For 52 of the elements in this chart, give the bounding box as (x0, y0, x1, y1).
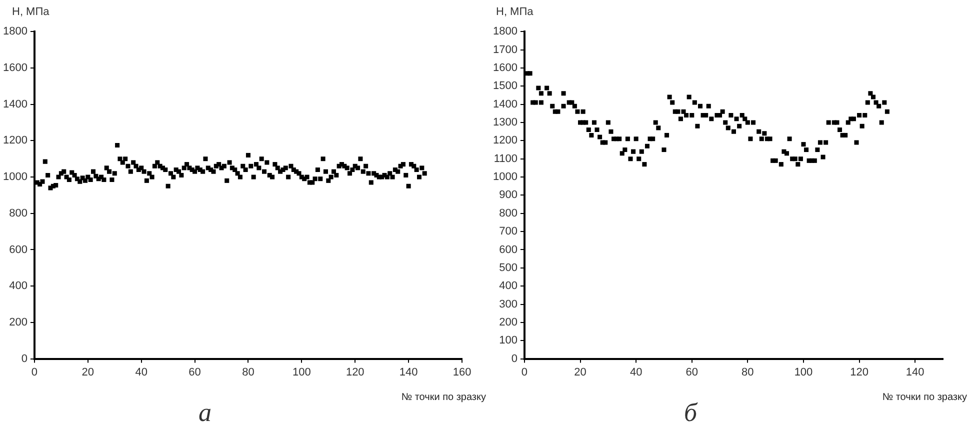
y-tick-label: 1800 (2, 26, 28, 38)
y-tick-label: 1800 (492, 26, 518, 38)
y-tick-label: 700 (499, 226, 518, 238)
text: б (684, 398, 698, 427)
y-tick-label: 1100 (494, 152, 518, 165)
y-tick-label: 900 (499, 189, 518, 202)
y-tick-label: 1600 (492, 62, 518, 74)
y-tick-label: 1000 (2, 171, 28, 184)
x-tick-label: 20 (574, 366, 586, 378)
y-tick-label: 1300 (492, 116, 518, 129)
y-tick-label: 200 (9, 316, 28, 328)
y-tick-label: 400 (9, 280, 28, 292)
y-tick-label: 400 (499, 280, 518, 292)
y-tick-label: 0 (511, 352, 518, 365)
x-axis-title: № точки по зразку (882, 392, 967, 403)
x-tick-label: 40 (630, 366, 642, 378)
x-tick-label: 100 (292, 366, 311, 378)
y-tick-label: 1500 (492, 80, 518, 92)
y-tick-label: 0 (21, 352, 28, 365)
y-tick-label: 1200 (2, 134, 28, 147)
x-tick-label: 60 (686, 366, 698, 378)
y-tick-label: 300 (499, 298, 518, 310)
y-tick-label: 1700 (492, 44, 518, 56)
x-tick-label: 20 (82, 366, 94, 378)
x-tick-label: 40 (135, 366, 148, 378)
y-axis-title: H, МПа (496, 6, 534, 18)
x-tick-label: 0 (521, 366, 528, 378)
x-tick-label: 80 (742, 366, 754, 378)
y-tick-label: 600 (499, 244, 518, 256)
y-tick-label: 1200 (492, 134, 518, 147)
y-tick-label: 200 (499, 316, 518, 328)
y-tick-label: 100 (499, 334, 518, 347)
x-tick-label: 140 (399, 366, 418, 378)
y-tick-label: 500 (499, 262, 518, 274)
x-tick-label: 100 (794, 366, 813, 378)
x-tick-label: 0 (31, 366, 38, 378)
x-tick-label: 120 (346, 366, 364, 378)
y-axis-title: H, МПа (12, 6, 50, 18)
y-tick-label: 1400 (492, 98, 518, 110)
y-tick-label: 800 (499, 207, 518, 220)
text: а (198, 398, 212, 427)
y-tick-label: 1400 (2, 98, 28, 110)
x-tick-label: 60 (188, 366, 201, 378)
y-tick-label: 600 (9, 244, 28, 256)
x-tick-label: 120 (850, 366, 868, 378)
x-axis-title: № точки по зразку (401, 392, 486, 403)
y-tick-label: 1600 (2, 62, 28, 74)
x-tick-label: 80 (242, 366, 254, 378)
x-tick-label: 160 (452, 366, 472, 378)
x-tick-label: 140 (906, 366, 924, 378)
y-tick-label: 1000 (492, 171, 518, 184)
y-tick-label: 800 (9, 207, 28, 220)
